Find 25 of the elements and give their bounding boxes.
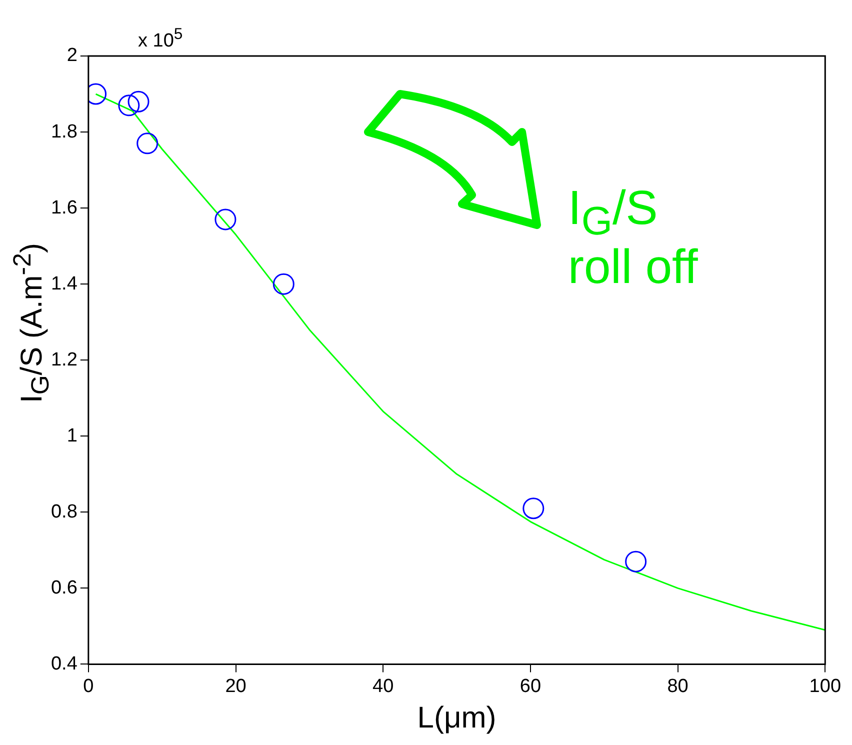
x-tick-label: 20 bbox=[225, 676, 246, 697]
x-tick-label: 0 bbox=[83, 676, 94, 697]
point bbox=[272, 273, 294, 295]
y-tick-label: 0.4 bbox=[50, 653, 78, 674]
x-axis-title: L(μm) bbox=[417, 701, 496, 734]
point bbox=[214, 208, 236, 230]
text: x 10$^{5}$ bbox=[138, 26, 183, 52]
point bbox=[118, 94, 140, 116]
x-tick-label: 60 bbox=[520, 676, 542, 697]
x-tick-label: 40 bbox=[372, 676, 394, 697]
y-tick-label: 2 bbox=[66, 45, 78, 66]
point bbox=[136, 132, 158, 154]
y-tick-label: 1 bbox=[66, 425, 78, 446]
x-tick-label: 100 bbox=[809, 676, 841, 697]
y-tick-label: 1.2 bbox=[50, 349, 78, 370]
y-tick-label: 0.8 bbox=[50, 501, 78, 522]
y-tick-label: 0.6 bbox=[50, 577, 78, 598]
y-tick-label: 1.6 bbox=[50, 197, 78, 218]
annotation: I$_{G}$/S roll off bbox=[568, 182, 699, 294]
point bbox=[128, 90, 150, 112]
point bbox=[625, 550, 647, 572]
x-tick-label: 80 bbox=[667, 676, 688, 697]
point bbox=[522, 498, 544, 520]
y-tick-label: 1.8 bbox=[50, 121, 78, 142]
y-tick-label: 1.4 bbox=[50, 273, 78, 294]
